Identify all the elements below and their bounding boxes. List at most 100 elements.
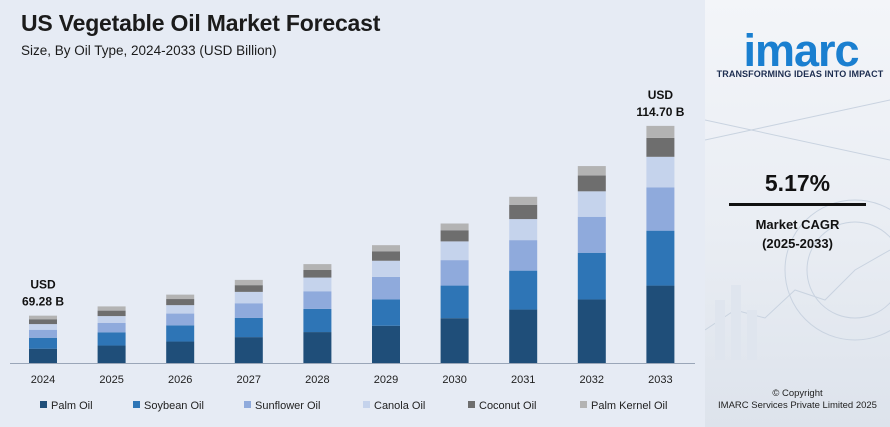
x-tick-label: 2026 [168,374,192,386]
bar-segment [29,329,57,338]
bar-segment [440,241,469,261]
bar-segment [29,315,57,320]
bar-segment [509,240,538,271]
bar-segment [29,337,57,349]
annotation-currency: USD [30,278,56,292]
bar-segment [97,322,126,333]
bar-segment [440,223,469,231]
bar-segment [166,341,195,363]
legend-swatch [133,401,140,408]
x-tick-label: 2029 [374,374,398,386]
x-tick-label: 2024 [31,374,55,386]
legend-label: Palm Oil [51,400,93,412]
bar-segment [234,337,263,363]
bar-segment [509,270,538,310]
imarc-logo: imarc [743,25,859,76]
annotation-total: 69.28 B [22,295,64,309]
bar-segment [303,270,332,278]
x-tick-label: 2030 [442,374,466,386]
cagr-label: Market CAGR (2025-2033) [705,215,890,253]
bar-segment [372,245,400,252]
bar-segment [303,291,332,309]
legend-label: Palm Kernel Oil [591,400,667,412]
bar-segment [646,125,675,138]
copyright-line2: IMARC Services Private Limited 2025 [718,400,877,411]
bar-segment [29,348,57,363]
bar-segment [509,219,538,241]
bar-segment [97,332,126,346]
bar-segment [509,204,538,220]
bar-segment [646,285,675,363]
bar-segment [577,175,606,192]
legend-swatch [363,401,370,408]
bar-segment [303,264,332,271]
bar-segment [166,313,195,326]
bar-segment [234,303,263,318]
x-tick-label: 2032 [580,374,604,386]
copyright: © Copyright IMARC Services Private Limit… [705,388,890,412]
bar-segment [440,318,469,363]
bar-segment [97,345,126,363]
bar-segment [97,306,126,311]
legend-swatch [244,401,251,408]
cagr-label-line1: Market CAGR [755,217,840,232]
decorative-background-graphic [705,99,890,360]
legend-label: Coconut Oil [479,400,536,412]
bar-segment [577,216,606,253]
legend-swatch [580,401,587,408]
bar-segment [577,191,606,217]
bar-segment [97,310,126,317]
legend-label: Canola Oil [374,400,425,412]
bar-segment [234,285,263,292]
bar-segment [440,260,469,286]
bar-segment [303,308,332,333]
chart-subtitle: Size, By Oil Type, 2024-2033 (USD Billio… [21,43,277,58]
bar-segment [234,317,263,338]
bar-segment [440,230,469,242]
annotation-currency: USD [648,88,674,102]
bar-segment [372,276,400,300]
bar-segment [577,166,606,176]
x-tick-label: 2031 [511,374,535,386]
legend-label: Sunflower Oil [255,400,320,412]
bar-segment [166,299,195,306]
bar-segment [646,156,675,188]
bar-segment [646,187,675,231]
bar-segment [166,294,195,300]
cagr-value: 5.17% [764,170,831,196]
bar-segment [166,325,195,342]
bar-segment [234,291,263,304]
legend-swatch [40,401,47,408]
copyright-line1: © Copyright [772,388,823,399]
bar-segment [303,277,332,292]
bar-segment [509,309,538,363]
x-tick-label: 2028 [305,374,329,386]
x-tick-label: 2025 [99,374,123,386]
bar-segment [97,316,126,323]
bar-segment [29,319,57,325]
bar-segment [166,305,195,314]
annotation-total: 114.70 B [636,105,684,119]
info-panel: imarc TRANSFORMING IDEAS INTO IMPACT 5.1… [705,0,890,427]
cagr-period: (2025-2033) [762,236,833,251]
bar-segment [509,196,538,205]
bar-segment [372,299,400,326]
bar-segment [29,324,57,330]
brand-tagline: TRANSFORMING IDEAS INTO IMPACT [716,69,884,79]
bar-segment [577,252,606,300]
x-tick-label: 2027 [237,374,261,386]
bar-segment [372,260,400,277]
cagr-divider [729,203,866,206]
bar-segment [646,137,675,157]
bar-segment [234,279,263,286]
stacked-bar-chart: 2024 2025 2026 2027 2028 2029 2030 2031 2032 2033… [10,88,695,412]
legend-swatch [468,401,475,408]
bar-segment [440,285,469,319]
bar-segment [303,332,332,363]
bar-segment [372,251,400,261]
legend-label: Soybean Oil [144,400,204,412]
chart-title: US Vegetable Oil Market Forecast [21,10,381,36]
x-tick-label: 2033 [648,374,672,386]
chart-panel: US Vegetable Oil Market Forecast Size, B… [0,0,705,427]
bar-segment [372,325,400,363]
